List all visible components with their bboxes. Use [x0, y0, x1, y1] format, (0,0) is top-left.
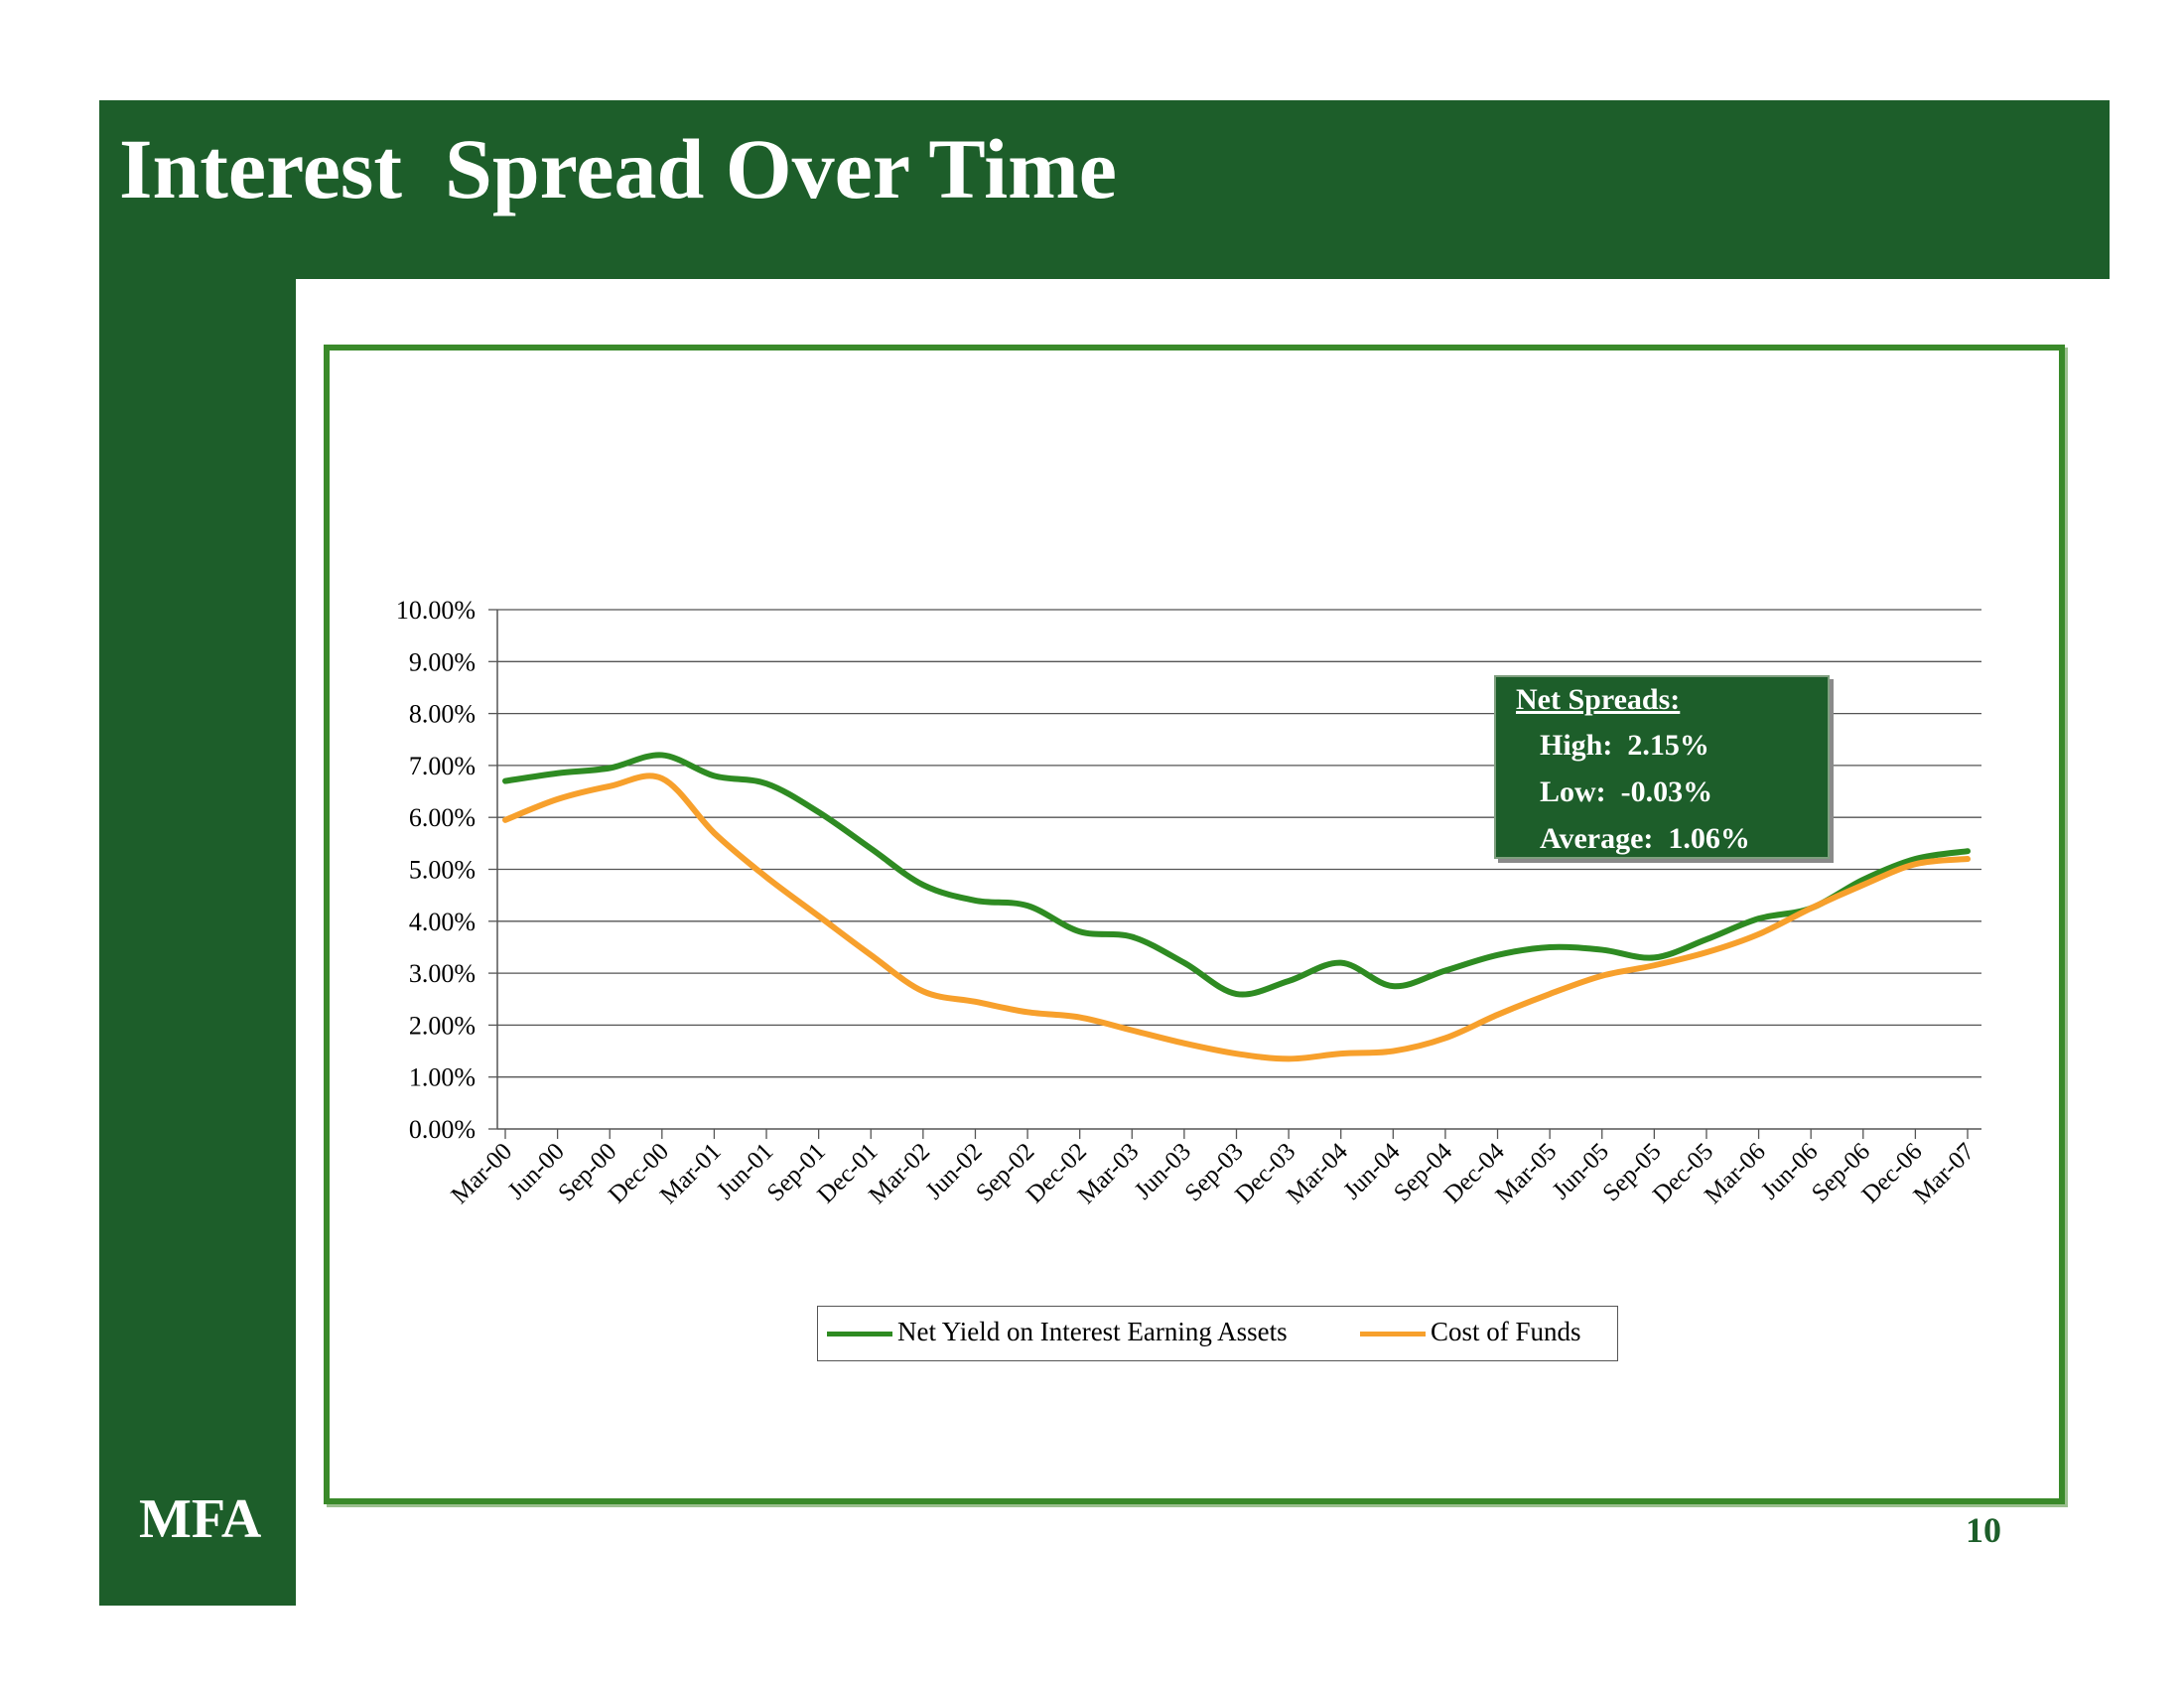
x-tick-label: Mar-00 — [446, 1138, 517, 1209]
x-tick-labels: Mar-00Jun-00Sep-00Dec-00Mar-01Jun-01Sep-… — [446, 1138, 1979, 1209]
y-tick-labels: 0.00% 1.00% 2.00% 3.00% 4.00% 5.00% 6.00% 7.00%… — [396, 596, 476, 1144]
sidebar-band — [99, 100, 296, 1606]
net-spread-average: Average: 1.06% — [1540, 822, 1750, 855]
legend-swatch-cost-of-funds — [1360, 1332, 1426, 1336]
y-tick-label: 9.00% — [409, 647, 476, 676]
y-tick-label: 0.00% — [409, 1115, 476, 1144]
header-band — [99, 100, 2110, 279]
y-tick-label: 10.00% — [396, 596, 476, 625]
x-tick-label: Mar-04 — [1282, 1138, 1353, 1209]
y-tick-label: 7.00% — [409, 752, 476, 780]
net-spread-high: High: 2.15% — [1540, 729, 1709, 762]
y-tick-label: 3.00% — [409, 959, 476, 988]
mfa-logo: MFA — [139, 1488, 262, 1550]
chart-legend: Net Yield on Interest Earning Assets Cos… — [817, 1306, 1618, 1361]
page-title: Interest Spread Over Time — [119, 121, 1117, 216]
net-spread-low: Low: -0.03% — [1540, 775, 1713, 808]
series-lines — [502, 752, 1971, 1062]
page-number: 10 — [1966, 1510, 2001, 1550]
axes — [488, 609, 1981, 1139]
legend-label-cost-of-funds: Cost of Funds — [1431, 1317, 1581, 1346]
y-tick-label: 6.00% — [409, 803, 476, 832]
net-spreads-title: Net Spreads: — [1516, 683, 1681, 716]
series-line-net-yield — [502, 752, 1971, 998]
y-tick-label: 4.00% — [409, 908, 476, 936]
y-tick-label: 1.00% — [409, 1063, 476, 1092]
series-line-cost-of-funds — [502, 773, 1971, 1062]
net-spreads-box: Net Spreads: High: 2.15% Low: -0.03% Ave… — [1494, 675, 1830, 859]
gridlines — [497, 609, 1981, 1078]
y-tick-label: 2.00% — [409, 1011, 476, 1040]
y-tick-label: 5.00% — [409, 856, 476, 885]
legend-label-net-yield: Net Yield on Interest Earning Assets — [897, 1317, 1288, 1346]
legend-swatch-net-yield — [827, 1332, 892, 1336]
y-tick-label: 8.00% — [409, 700, 476, 729]
